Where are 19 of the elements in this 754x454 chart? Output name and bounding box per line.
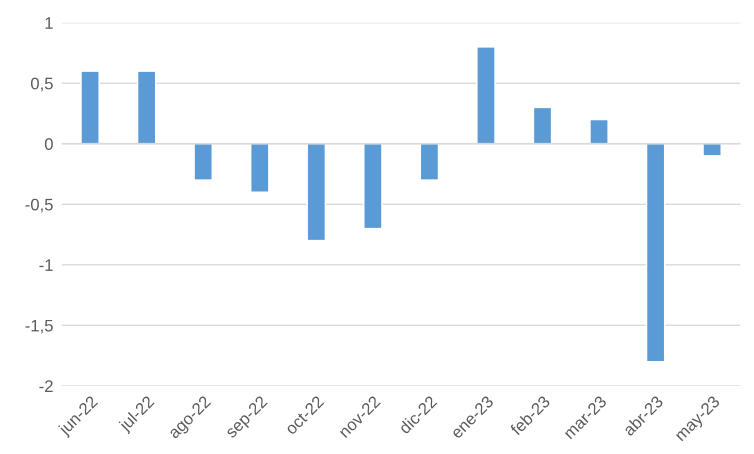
y-tick-label: 0,5 bbox=[30, 78, 53, 92]
bar bbox=[646, 143, 666, 362]
bar bbox=[532, 106, 552, 144]
y-tick-label: -1,5 bbox=[26, 320, 53, 334]
y-tick-label: -0,5 bbox=[26, 198, 53, 212]
bar bbox=[306, 143, 326, 242]
bar bbox=[702, 143, 722, 157]
y-tick-label: -2 bbox=[39, 380, 53, 392]
bar bbox=[80, 70, 100, 144]
y-tick-label: -1 bbox=[39, 259, 53, 271]
y-tick-label: 0 bbox=[44, 138, 53, 150]
bar bbox=[193, 143, 213, 181]
y-tick-label: 1 bbox=[45, 17, 53, 29]
bar bbox=[476, 46, 496, 144]
bar bbox=[136, 70, 156, 144]
bar bbox=[420, 143, 440, 181]
bar bbox=[589, 118, 609, 144]
bar bbox=[363, 143, 383, 230]
bar bbox=[250, 143, 270, 193]
